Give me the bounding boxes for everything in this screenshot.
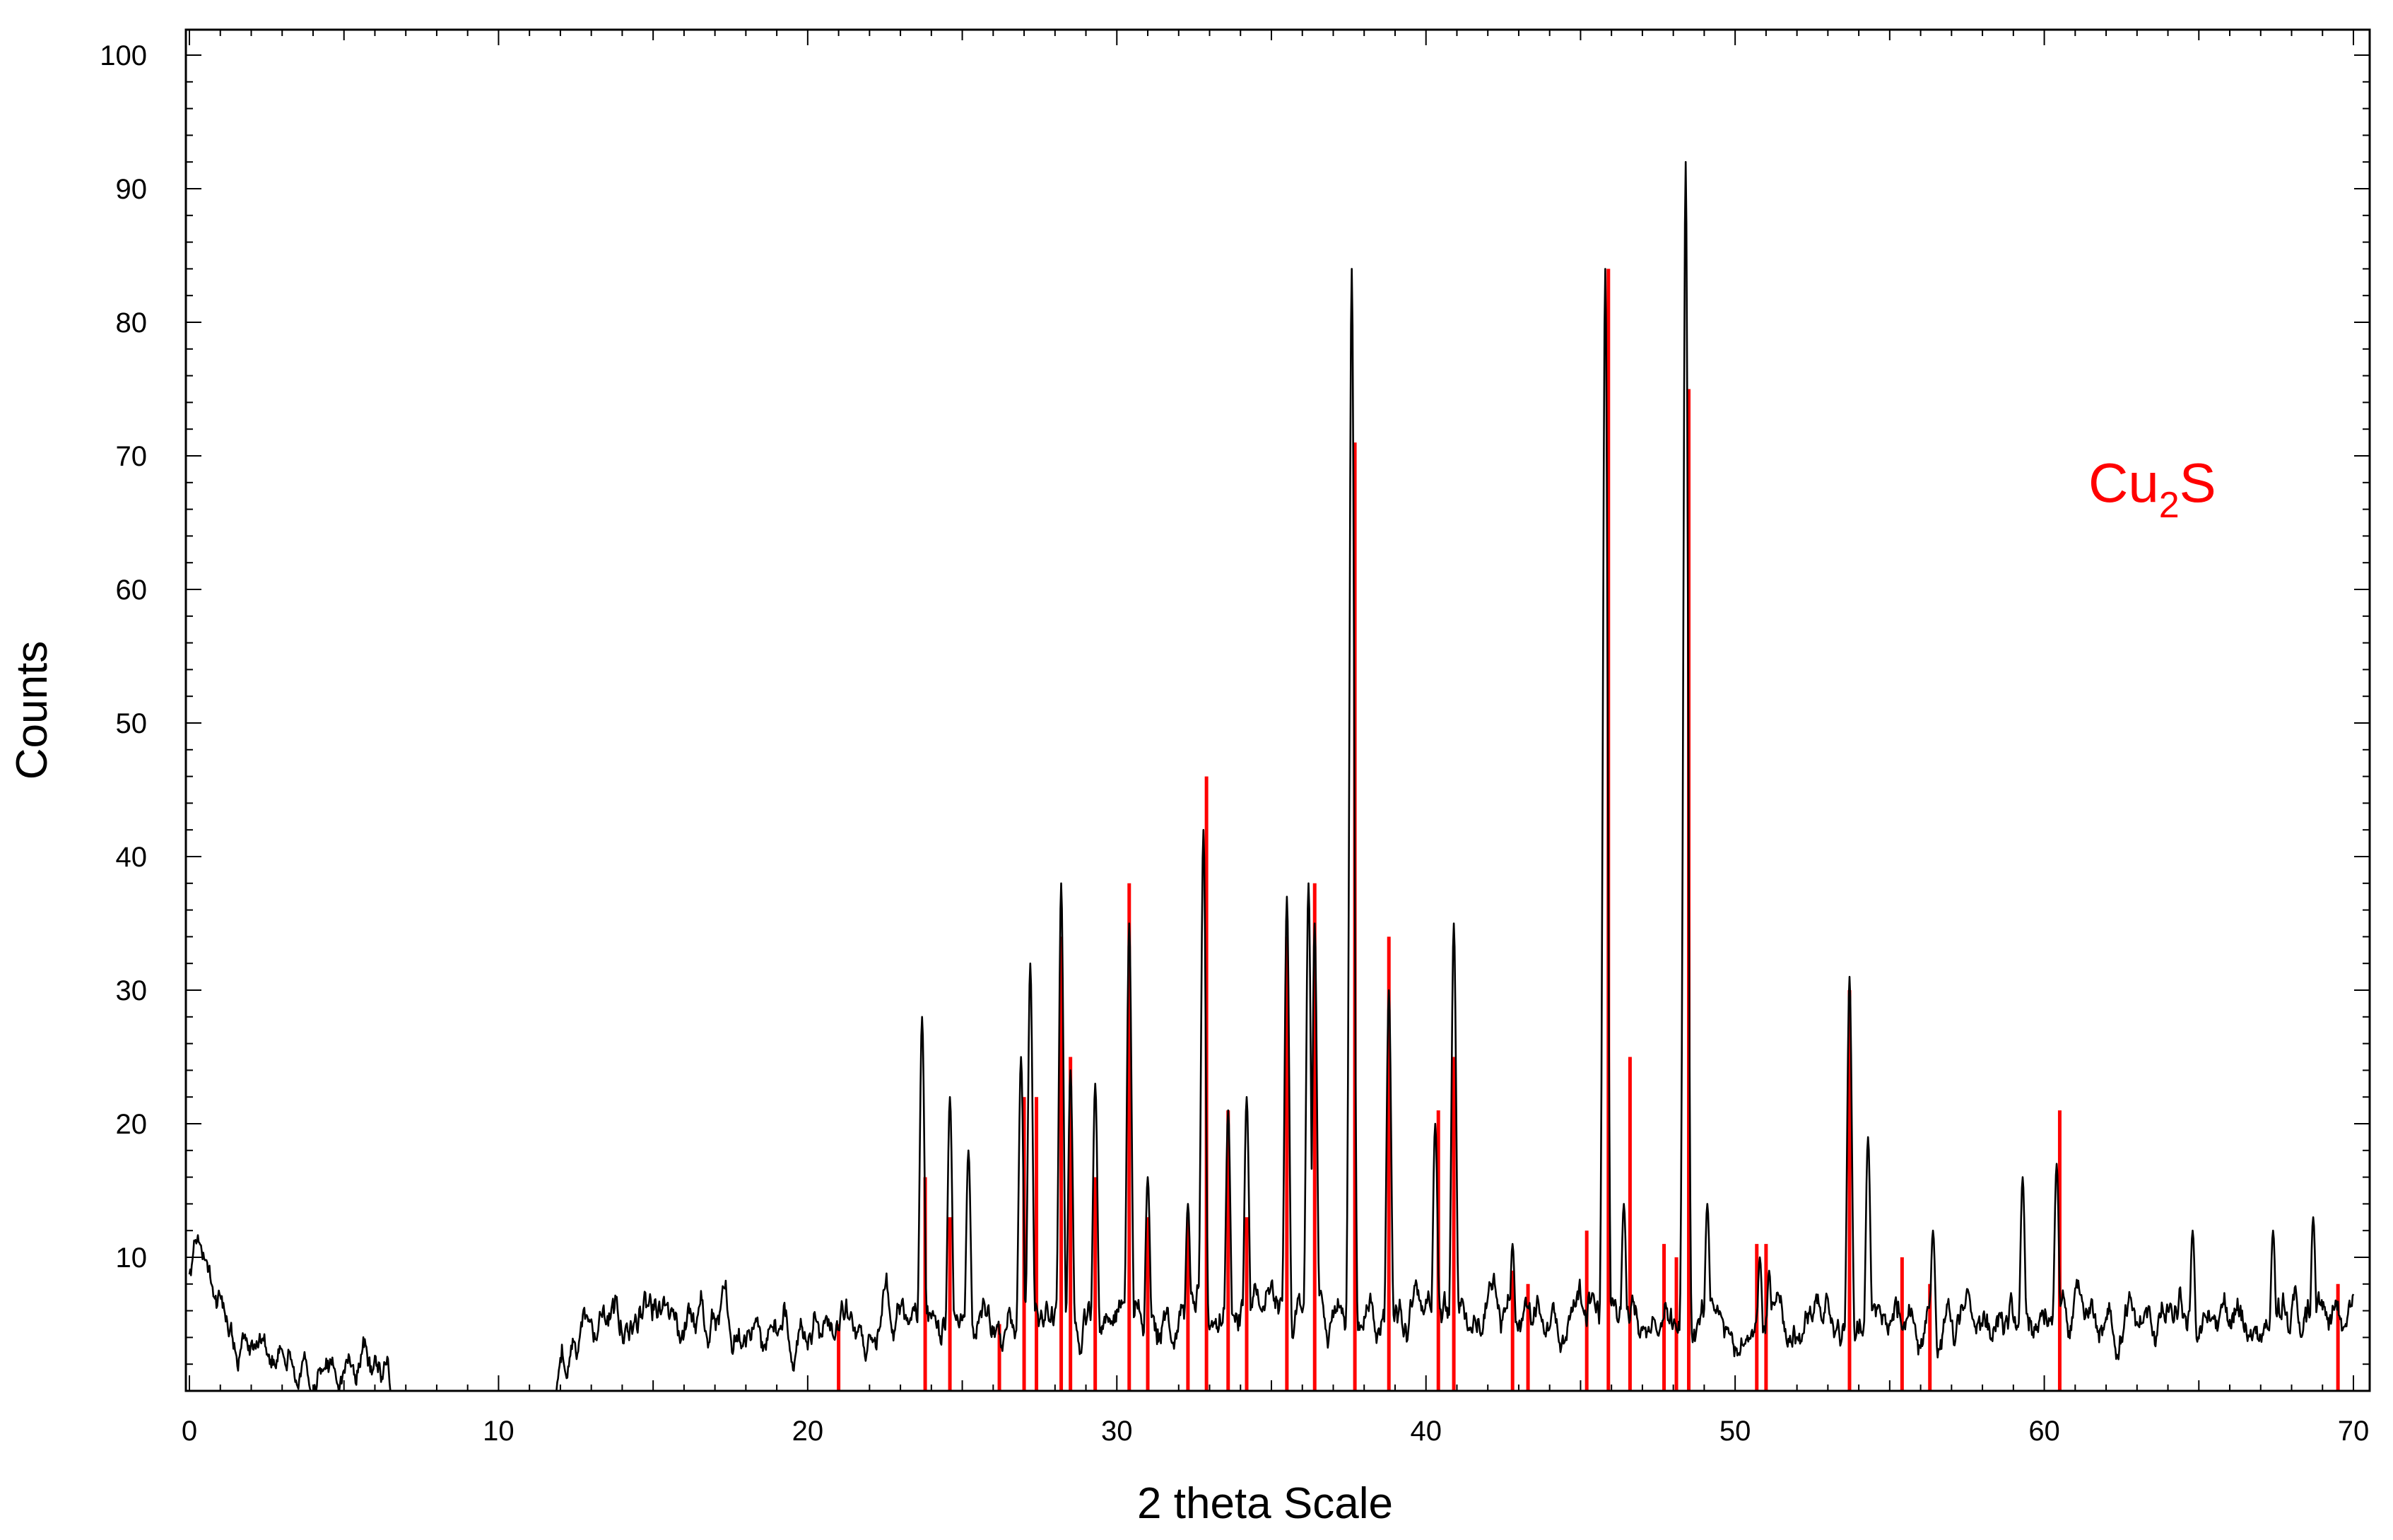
x-tick-label: 70 [2338,1416,2370,1447]
y-tick-labels: 10 20 30 40 50 60 70 80 90 100 [100,40,147,1274]
x-tick-label: 40 [1410,1416,1442,1447]
y-tick-label: 10 [116,1242,148,1274]
plot-frame [184,28,2371,1392]
y-tick-label: 90 [116,174,148,205]
y-tick-label: 100 [100,40,147,71]
x-tick-label: 60 [2028,1416,2060,1447]
x-tick-labels: 0 10 20 30 40 50 60 70 [182,1416,2369,1447]
x-axis-label: 2 theta Scale [1137,1479,1393,1528]
phase-annotation-base: Cu [2088,452,2159,514]
y-tick-label: 80 [116,307,148,339]
x-tick-label: 20 [792,1416,824,1447]
y-tick-label: 50 [116,708,148,739]
y-tick-label: 30 [116,975,148,1006]
phase-annotation-subscript: 2 [2159,485,2180,526]
phase-annotation: Cu2S [2088,452,2216,526]
x-tick-label: 0 [182,1416,197,1447]
y-axis-label: Counts [8,641,57,780]
phase-annotation-tail: S [2180,452,2216,514]
y-tick-label: 40 [116,842,148,873]
x-tick-label: 10 [483,1416,515,1447]
y-tick-label: 70 [116,441,148,472]
y-tick-label: 20 [116,1109,148,1140]
x-tick-label: 50 [1719,1416,1751,1447]
y-tick-label: 60 [116,575,148,606]
x-tick-label: 30 [1101,1416,1133,1447]
